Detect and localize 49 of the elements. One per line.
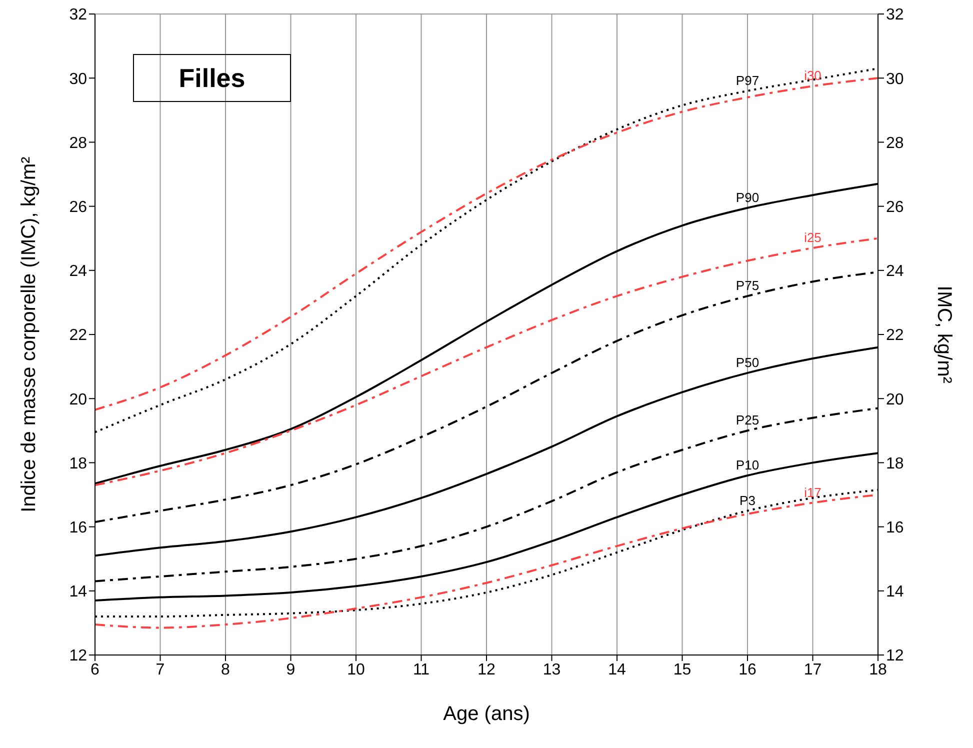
series-label: P50: [736, 354, 760, 370]
y-axis-title: Indice de masse corporelle (IMC), kg/m²: [18, 156, 40, 512]
x-tick-label: 14: [608, 661, 626, 678]
y2-tick-label: 14: [886, 584, 904, 601]
y2-tick-label: 18: [886, 455, 904, 472]
y2-tick-label: 20: [886, 391, 904, 408]
x-tick-label: 16: [738, 661, 756, 678]
x-axis-title: Age (ans): [443, 703, 530, 725]
x-tick-label: 17: [804, 661, 822, 678]
y-tick-label: 28: [69, 134, 88, 152]
x-tick-label: 9: [286, 661, 296, 678]
y2-tick-label: 32: [886, 6, 904, 24]
x-tick-label: 18: [869, 661, 887, 678]
y-tick-label: 20: [69, 391, 88, 408]
text: Filles: [133, 54, 291, 102]
y2-axis-title: IMC, kg/m²: [932, 286, 955, 384]
y-tick-label: 32: [69, 6, 88, 24]
y2-tick-label: 24: [886, 263, 904, 280]
series-label: P90: [736, 190, 760, 205]
series-label: P3: [740, 492, 756, 508]
x-tick-label: 7: [156, 661, 165, 678]
y-tick-label: 16: [69, 519, 88, 536]
y2-tick-label: 28: [886, 134, 904, 152]
x-tick-label: 8: [221, 661, 230, 678]
y2-tick-label: 12: [886, 648, 904, 665]
y-tick-label: 12: [69, 648, 88, 665]
series-label: P25: [736, 412, 760, 428]
y2-tick-label: 30: [886, 70, 904, 88]
series-label: i17: [804, 484, 822, 500]
y-tick-label: 26: [69, 198, 88, 216]
x-tick-label: 12: [478, 661, 496, 678]
series-label: i25: [804, 230, 822, 245]
y-tick-label: 24: [69, 263, 88, 280]
series-label: P75: [736, 278, 760, 294]
series-label: P97: [736, 72, 760, 88]
y2-tick-label: 26: [886, 198, 904, 216]
y-tick-label: 18: [69, 455, 88, 472]
y-tick-label: 22: [69, 327, 88, 344]
y2-tick-label: 22: [886, 327, 904, 344]
series-label: i30: [804, 68, 822, 84]
x-tick-label: 13: [542, 661, 561, 678]
series-label: P10: [736, 458, 760, 473]
x-tick-label: 10: [347, 661, 365, 678]
x-tick-label: 6: [90, 661, 100, 678]
x-tick-label: 15: [673, 661, 692, 678]
y2-tick-label: 16: [886, 519, 904, 536]
y-tick-label: 14: [69, 584, 88, 601]
x-tick-label: 11: [412, 661, 430, 678]
y-tick-label: 30: [69, 70, 88, 88]
